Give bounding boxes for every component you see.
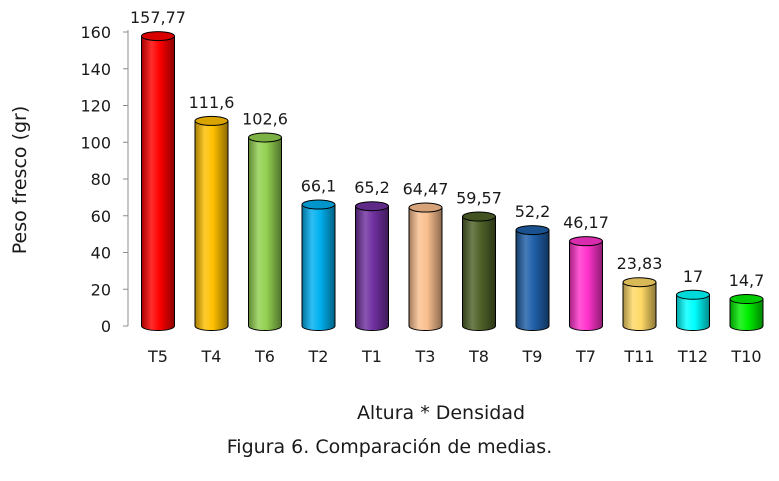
bar-T8 [462, 211, 496, 331]
bar-T10 [729, 293, 764, 331]
data-label-T3: 64,47 [403, 180, 449, 199]
y-tick-label: 140 [80, 60, 111, 79]
bar-body [408, 207, 443, 331]
bar-T1 [355, 201, 389, 331]
bar-T12 [676, 289, 710, 331]
bar-top-cap [515, 225, 550, 236]
x-tick-label-T1: T1 [361, 347, 382, 366]
y-axis: 0 20 40 60 80 100 120 140 160 [80, 23, 129, 336]
x-tick-label-T6: T6 [254, 347, 275, 366]
bar-top-cap [729, 293, 764, 304]
bar-body [729, 298, 764, 331]
bar-body [462, 216, 496, 331]
x-tick-label-T11: T11 [623, 347, 654, 366]
bar-top-cap [622, 277, 657, 288]
bar-body [676, 294, 710, 331]
bar-top-cap [301, 199, 336, 210]
x-tick-label-T10: T10 [730, 347, 761, 366]
bar-top-cap [569, 236, 603, 247]
bar-T11 [622, 277, 657, 331]
bar-T2 [301, 199, 336, 331]
bar-top-cap [462, 211, 496, 222]
bar-T5 [141, 31, 175, 331]
y-tick-label: 20 [91, 280, 111, 299]
data-label-T11: 23,83 [617, 254, 663, 273]
data-label-T12: 17 [683, 267, 703, 286]
x-tick-label-T3: T3 [415, 347, 436, 366]
bar-T9 [515, 225, 550, 331]
bar-body [515, 229, 550, 331]
bar-top-cap [676, 289, 710, 300]
data-label-T2: 66,1 [301, 177, 337, 196]
bar-top-cap [194, 115, 229, 126]
x-tick-label-T5: T5 [147, 347, 168, 366]
bars [141, 31, 764, 331]
bar-top-cap [408, 202, 443, 213]
x-axis-title: Altura * Densidad [357, 402, 525, 424]
bar-body [248, 136, 282, 331]
data-label-T7: 46,17 [563, 213, 609, 232]
data-labels: 157,77 111,6 102,6 66,1 65,2 64,47 59,57 52,2 46… [130, 8, 764, 290]
x-tick-label-T12: T12 [677, 347, 708, 366]
x-tick-label-T9: T9 [522, 347, 543, 366]
bar-body [355, 205, 389, 331]
y-axis-title: Peso fresco (gr) [9, 106, 31, 255]
bar-body [141, 35, 175, 331]
data-label-T6: 102,6 [242, 109, 288, 128]
data-label-T4: 111,6 [189, 93, 235, 112]
data-label-T5: 157,77 [130, 8, 186, 27]
y-tick-label: 40 [91, 244, 111, 263]
y-tick-label: 0 [101, 317, 111, 336]
bar-T7 [569, 236, 603, 331]
x-tick-label-T4: T4 [201, 347, 222, 366]
bar-top-cap [141, 31, 175, 42]
x-tick-label-T2: T2 [308, 347, 329, 366]
bar-body [569, 240, 603, 331]
figure-caption: Figura 6. Comparación de medias. [226, 436, 553, 458]
bar-T4 [194, 115, 229, 331]
x-tick-label-T8: T8 [468, 347, 489, 366]
bar-top-cap [248, 132, 282, 143]
data-label-T8: 59,57 [456, 189, 502, 208]
x-axis-tick-labels: T5 T4 T6 T2 T1 T3 T8 T9 T7 T11 T12 T10 [147, 347, 762, 366]
data-label-T10: 14,7 [729, 271, 765, 290]
bar-body [301, 204, 336, 331]
data-label-T9: 52,2 [515, 202, 551, 221]
bar-top-cap [355, 201, 389, 212]
y-tick-label: 160 [80, 23, 111, 42]
bar-T3 [408, 202, 443, 331]
bar-T6 [248, 132, 282, 331]
y-tick-label: 100 [80, 133, 111, 152]
x-tick-label-T7: T7 [575, 347, 596, 366]
y-tick-label: 120 [80, 97, 111, 116]
bar-body [194, 120, 229, 331]
y-tick-label: 80 [91, 170, 111, 189]
bar-body [622, 281, 657, 331]
data-label-T1: 65,2 [354, 178, 390, 197]
y-tick-label: 60 [91, 207, 111, 226]
